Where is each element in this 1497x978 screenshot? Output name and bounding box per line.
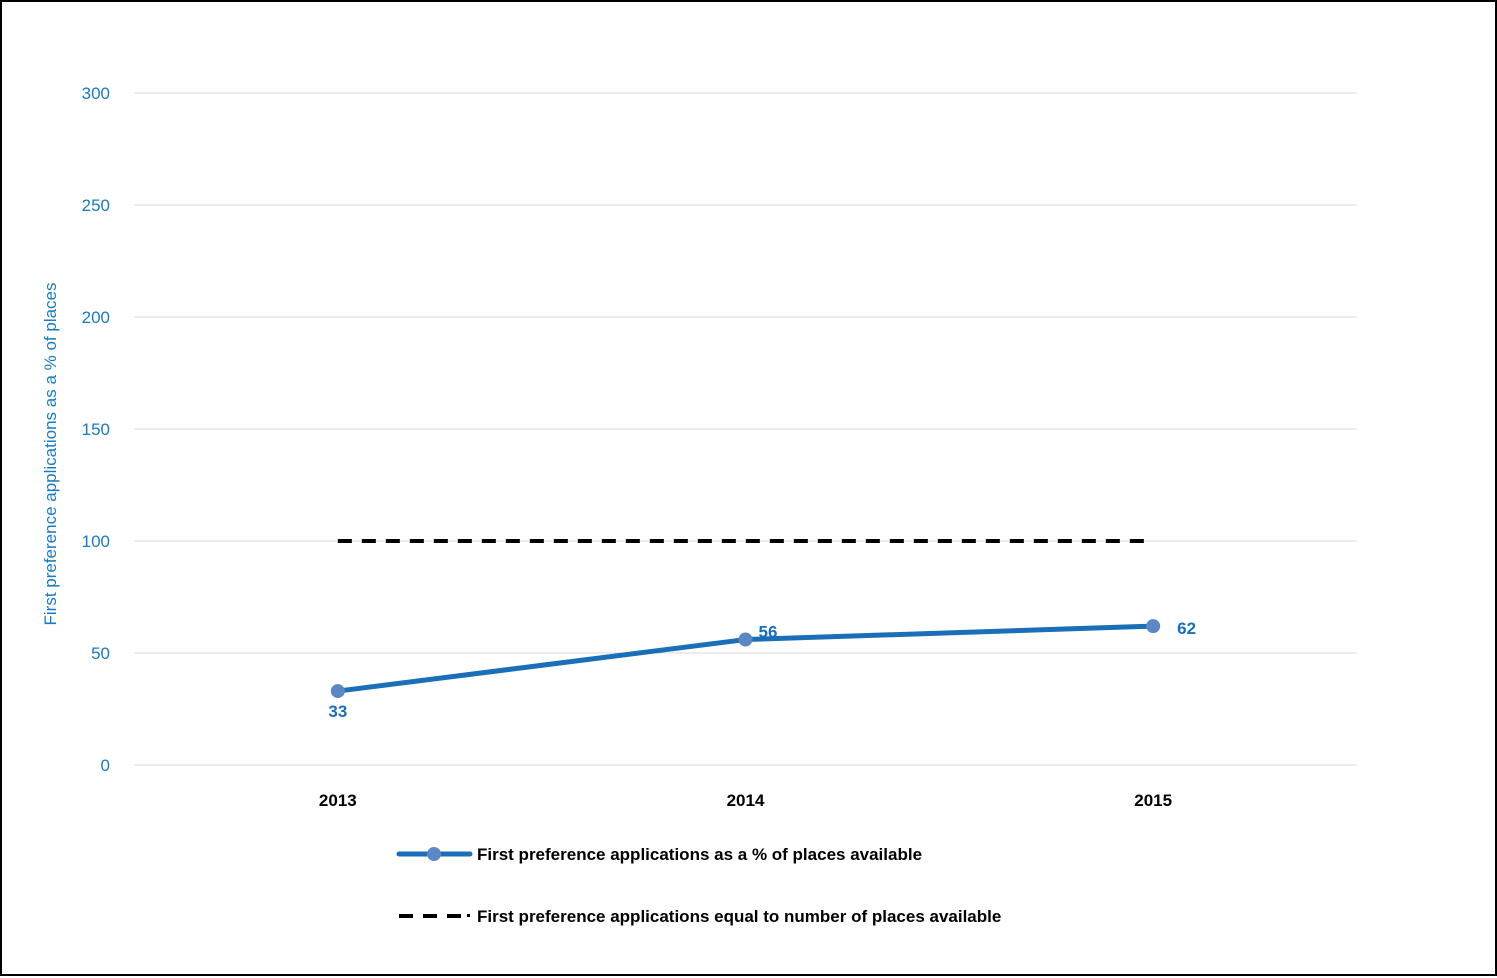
- x-tick-label: 2015: [1134, 791, 1172, 810]
- y-tick-label: 0: [101, 756, 110, 775]
- y-tick-label: 150: [82, 420, 110, 439]
- y-tick-label: 300: [82, 84, 110, 103]
- legend-swatch-dot: [467, 914, 470, 917]
- y-axis-label: First preference applications as a % of …: [41, 282, 60, 625]
- legend: First preference applications as a % of …: [396, 845, 1001, 926]
- series-lines: [335, 539, 1156, 694]
- gridlines: [134, 92, 1357, 766]
- x-tick-label: 2013: [319, 791, 357, 810]
- x-tick-label: 2014: [727, 791, 765, 810]
- data-label: 56: [759, 623, 778, 642]
- data-labels: 33 56 62: [328, 619, 1196, 721]
- series-markers: [330, 619, 1161, 699]
- data-point-marker: [738, 632, 753, 647]
- legend-label-series-1: First preference applications as a % of …: [477, 845, 922, 864]
- data-point-marker: [330, 684, 345, 699]
- legend-item-series-1: First preference applications as a % of …: [396, 845, 922, 864]
- y-tick-label: 250: [82, 196, 110, 215]
- y-axis-ticks: 0 50 100 150 200 250 300: [82, 84, 110, 775]
- y-tick-label: 200: [82, 308, 110, 327]
- legend-label-series-2: First preference applications equal to n…: [477, 907, 1001, 926]
- data-point-marker: [1146, 619, 1161, 634]
- legend-swatch-marker: [427, 847, 441, 861]
- data-label: 33: [328, 702, 347, 721]
- y-tick-label: 100: [82, 532, 110, 551]
- x-axis-ticks: 2013 2014 2015: [319, 791, 1172, 810]
- legend-item-series-2: First preference applications equal to n…: [399, 907, 1001, 926]
- y-tick-label: 50: [91, 644, 110, 663]
- data-label: 62: [1177, 619, 1196, 638]
